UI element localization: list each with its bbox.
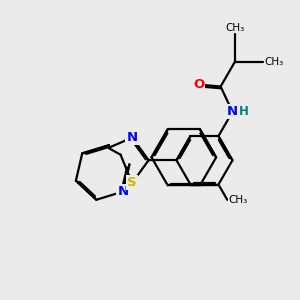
Text: CH₃: CH₃ bbox=[229, 195, 248, 205]
Text: N: N bbox=[127, 131, 138, 144]
Text: N: N bbox=[118, 185, 129, 198]
Text: CH₃: CH₃ bbox=[264, 57, 283, 67]
Text: O: O bbox=[193, 78, 204, 91]
Text: CH₃: CH₃ bbox=[225, 23, 244, 33]
Text: H: H bbox=[239, 105, 249, 119]
Text: N: N bbox=[227, 105, 238, 119]
Text: S: S bbox=[127, 176, 137, 189]
